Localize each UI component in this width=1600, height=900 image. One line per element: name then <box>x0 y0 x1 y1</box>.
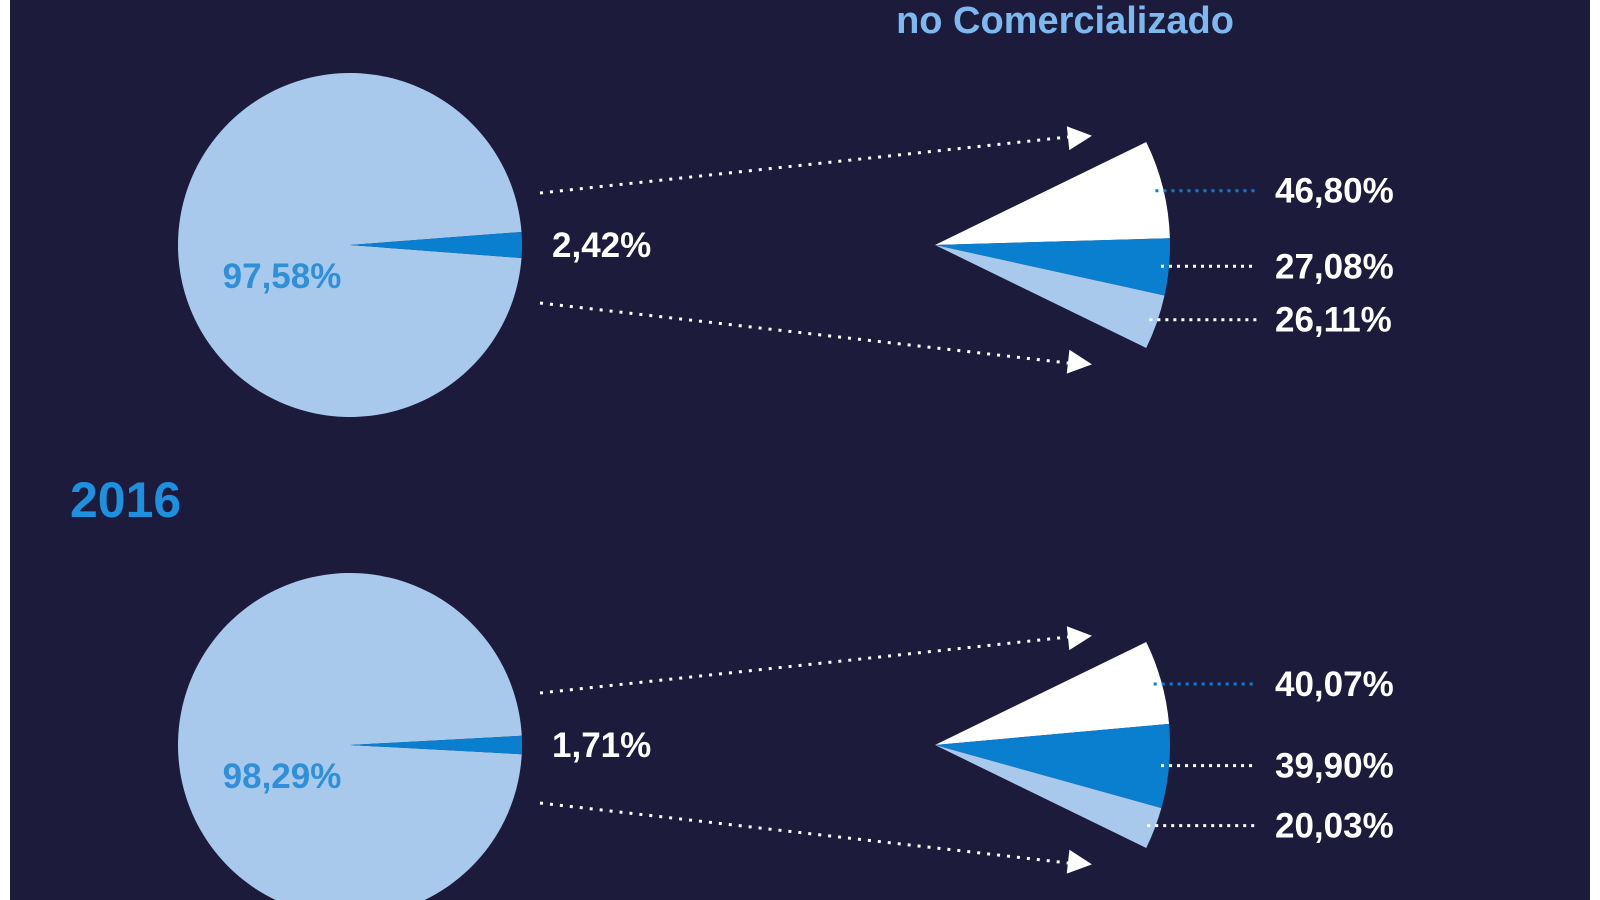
main-pie-slice-large <box>177 72 522 418</box>
main-pie-slice-small <box>350 735 522 755</box>
chart-group-2: 2016 98,29% 1,71% 40,07% 39,90% 20,03% <box>70 472 1394 900</box>
connector-arrowhead <box>1066 849 1092 874</box>
main-pie-slice-small <box>350 231 522 259</box>
year-heading: 2016 <box>70 472 181 528</box>
breakdown-label-3: 26,11% <box>1275 301 1392 340</box>
connector-arrowhead <box>1066 626 1092 651</box>
breakdown-label-3: 20,03% <box>1275 807 1394 846</box>
connector-line <box>539 301 1069 365</box>
main-pie-label-small: 1,71% <box>552 726 651 765</box>
connector-arrowhead <box>1066 349 1092 374</box>
main-pie-label-large: 98,29% <box>223 757 342 796</box>
breakdown-label-2: 39,90% <box>1275 747 1394 786</box>
chart-group-1: 97,58% 2,42% 46,80% 27,08% 26,11% <box>177 72 1394 418</box>
breakdown-label-2: 27,08% <box>1275 247 1394 286</box>
breakdown-slice-1 <box>935 641 1170 745</box>
breakdown-slice-3 <box>935 745 1162 849</box>
connector-arrowhead <box>1066 126 1092 151</box>
header-title: no Comercializado <box>896 0 1234 42</box>
connector-line <box>539 135 1069 195</box>
main-pie-slice-large <box>177 573 522 900</box>
main-pie-label-small: 2,42% <box>552 226 651 265</box>
breakdown-slice-1 <box>935 141 1170 245</box>
breakdown-slice-2 <box>935 723 1171 809</box>
breakdown-label-1: 40,07% <box>1275 665 1394 704</box>
connector-line <box>539 635 1069 695</box>
breakdown-slice-3 <box>935 245 1165 349</box>
breakdown-slice-2 <box>935 238 1170 296</box>
connector-line <box>539 801 1069 865</box>
breakdown-label-1: 46,80% <box>1275 172 1394 211</box>
main-pie-label-large: 97,58% <box>223 257 342 296</box>
